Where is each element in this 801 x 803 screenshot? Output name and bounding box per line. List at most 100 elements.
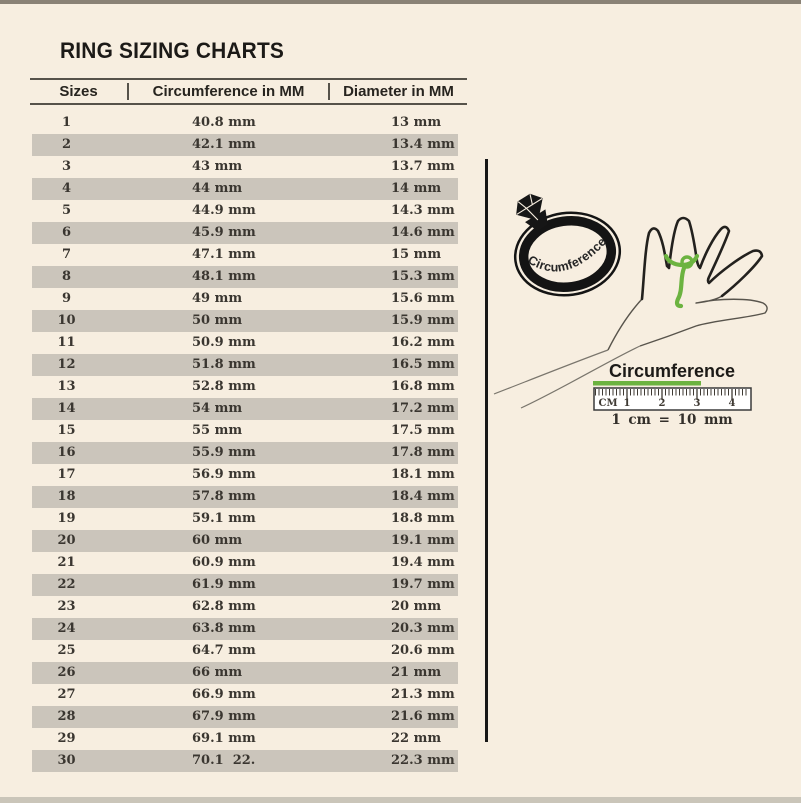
table-row: 16 55.9 mm 17.8 mm	[32, 442, 458, 464]
table-row: 2 42.1 mm 13.4 mm	[32, 134, 458, 156]
size-cell: 3	[61, 159, 72, 174]
diameter-cell: 21 mm	[391, 665, 442, 680]
table-row: 21 60.9 mm 19.4 mm	[32, 552, 458, 574]
diameter-cell: 15 mm	[391, 247, 442, 262]
ruler-tick-1: 1	[624, 398, 631, 409]
ruler-icon	[593, 387, 752, 411]
circumference-cell: 54 mm	[192, 401, 243, 416]
table-row: 11 50.9 mm 16.2 mm	[32, 332, 458, 354]
diameter-cell: 13 mm	[391, 115, 442, 130]
size-cell: 4	[61, 181, 72, 196]
header-circumference: Circumference in MM	[127, 83, 330, 100]
table-row: 3 43 mm 13.7 mm	[32, 156, 458, 178]
table-row: 20 60 mm 19.1 mm	[32, 530, 458, 552]
circumference-cell: 51.8 mm	[192, 357, 256, 372]
diameter-cell: 18.8 mm	[391, 511, 455, 526]
size-cell: 9	[61, 291, 72, 306]
hand-illustration	[493, 216, 768, 409]
table-row: 28 67.9 mm 21.6 mm	[32, 706, 458, 728]
circumference-cell: 57.8 mm	[192, 489, 256, 504]
diameter-cell: 14 mm	[391, 181, 442, 196]
diameter-cell: 19.1 mm	[391, 533, 455, 548]
table-row: 27 66.9 mm 21.3 mm	[32, 684, 458, 706]
diameter-cell: 17.2 mm	[391, 401, 455, 416]
table-row: 24 63.8 mm 20.3 mm	[32, 618, 458, 640]
size-cell: 10	[57, 313, 76, 328]
table-row: 12 51.8 mm 16.5 mm	[32, 354, 458, 376]
circumference-cell: 44 mm	[192, 181, 243, 196]
diameter-cell: 21.6 mm	[391, 709, 455, 724]
circumference-cell: 52.8 mm	[192, 379, 256, 394]
diameter-cell: 15.9 mm	[391, 313, 455, 328]
table-row: 23 62.8 mm 20 mm	[32, 596, 458, 618]
size-cell: 18	[57, 489, 76, 504]
diameter-cell: 20 mm	[391, 599, 442, 614]
circumference-cell: 63.8 mm	[192, 621, 256, 636]
circumference-cell: 66.9 mm	[192, 687, 256, 702]
circumference-cell: 40.8 mm	[192, 115, 256, 130]
diameter-cell: 20.3 mm	[391, 621, 455, 636]
diameter-cell: 21.3 mm	[391, 687, 455, 702]
diameter-cell: 13.4 mm	[391, 137, 455, 152]
size-cell: 24	[57, 621, 76, 636]
circumference-cell: 56.9 mm	[192, 467, 256, 482]
ruler-ticks	[595, 389, 747, 400]
diameter-cell: 14.6 mm	[391, 225, 455, 240]
vertical-divider	[485, 159, 488, 742]
circumference-cell: 62.8 mm	[192, 599, 256, 614]
size-cell: 29	[57, 731, 76, 746]
table-row: 10 50 mm 15.9 mm	[32, 310, 458, 332]
size-cell: 23	[57, 599, 76, 614]
circumference-cell: 67.9 mm	[192, 709, 256, 724]
size-cell: 21	[57, 555, 76, 570]
size-cell: 15	[57, 423, 76, 438]
table-row: 15 55 mm 17.5 mm	[32, 420, 458, 442]
diameter-cell: 18.1 mm	[391, 467, 455, 482]
table-row: 18 57.8 mm 18.4 mm	[32, 486, 458, 508]
table-row: 13 52.8 mm 16.8 mm	[32, 376, 458, 398]
diameter-cell: 17.5 mm	[391, 423, 455, 438]
circumference-cell: 50 mm	[192, 313, 243, 328]
circumference-cell: 60 mm	[192, 533, 243, 548]
table-row: 8 48.1 mm 15.3 mm	[32, 266, 458, 288]
diameter-cell: 14.3 mm	[391, 203, 455, 218]
circumference-cell: 49 mm	[192, 291, 243, 306]
measurement-illustration: Circumference Circumference CM 1	[493, 193, 768, 428]
size-cell: 12	[57, 357, 76, 372]
measuring-cord	[663, 253, 700, 309]
page-title: RING SIZING CHARTS	[60, 38, 285, 63]
size-cell: 20	[57, 533, 76, 548]
diameter-cell: 13.7 mm	[391, 159, 455, 174]
diameter-cell: 18.4 mm	[391, 489, 455, 504]
circumference-cell: 55 mm	[192, 423, 243, 438]
bottom-border-bar	[0, 797, 801, 803]
circumference-cell: 50.9 mm	[192, 335, 256, 350]
svg-text:Circumference: Circumference	[526, 234, 610, 274]
size-cell: 5	[61, 203, 72, 218]
circumference-cell: 70.1 22.	[192, 753, 256, 768]
table-row: 22 61.9 mm 19.7 mm	[32, 574, 458, 596]
diameter-cell: 20.6 mm	[391, 643, 455, 658]
table-row: 25 64.7 mm 20.6 mm	[32, 640, 458, 662]
sizes-table-body: 1 40.8 mm 13 mm 2 42.1 mm 13.4 mm 3 43 mm 13.7 m…	[32, 112, 458, 772]
table-row: 7 47.1 mm 15 mm	[32, 244, 458, 266]
circumference-cell: 66 mm	[192, 665, 243, 680]
diameter-cell: 22.3 mm	[391, 753, 455, 768]
circumference-cell: 48.1 mm	[192, 269, 256, 284]
circumference-cell: 60.9 mm	[192, 555, 256, 570]
ruler-block: Circumference CM 1 2 3 4 1 cm = 10 mm	[593, 361, 752, 428]
size-cell: 19	[57, 511, 76, 526]
ruler-tick-4: 4	[729, 398, 736, 409]
conversion-note: 1 cm = 10 mm	[611, 412, 732, 428]
size-cell: 16	[57, 445, 76, 460]
table-row: 17 56.9 mm 18.1 mm	[32, 464, 458, 486]
circumference-cell: 55.9 mm	[192, 445, 256, 460]
ruler-cm-label: CM	[598, 398, 617, 409]
circumference-cell: 42.1 mm	[192, 137, 256, 152]
green-measure-bar	[593, 381, 701, 386]
size-cell: 1	[61, 115, 72, 130]
diameter-cell: 16.5 mm	[391, 357, 455, 372]
header-diameter: Diameter in MM	[343, 83, 454, 100]
size-cell: 17	[57, 467, 76, 482]
